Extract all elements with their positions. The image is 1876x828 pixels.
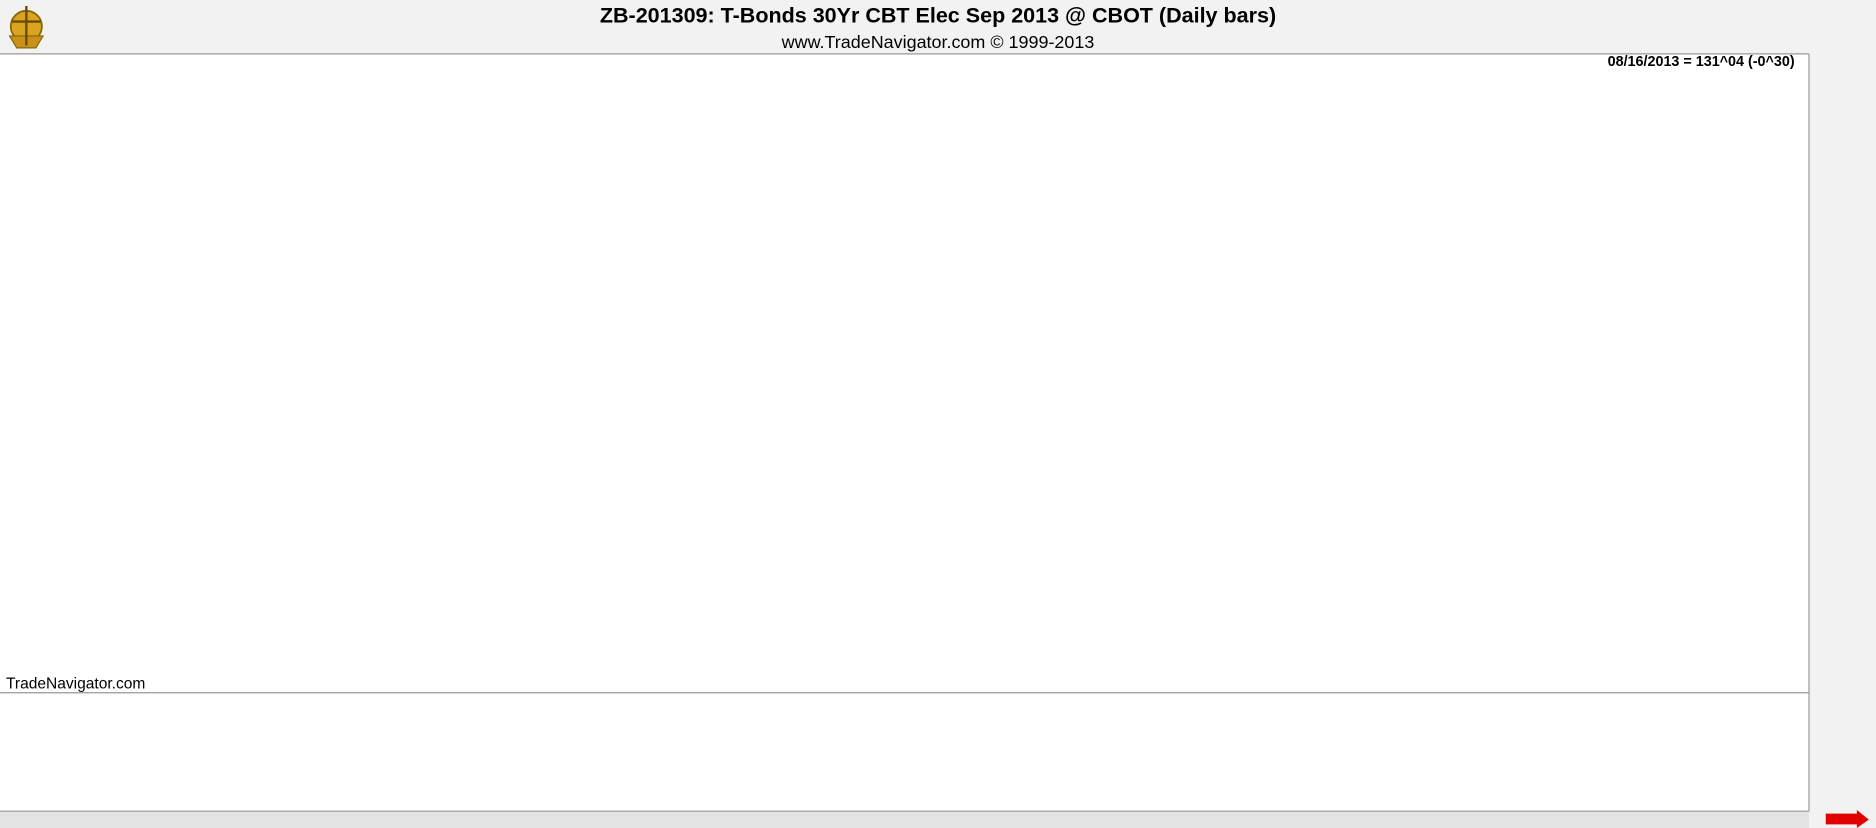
right-axis-band (1809, 53, 1876, 828)
chart-title: ZB-201309: T-Bonds 30Yr CBT Elec Sep 201… (600, 3, 1276, 27)
logo (8, 6, 45, 49)
watermark: TradeNavigator.com (6, 676, 145, 693)
chart-subtitle: www.TradeNavigator.com © 1999-2013 (781, 32, 1095, 52)
title-band (0, 0, 1876, 54)
date-axis-band (0, 811, 1809, 828)
quote: 08/16/2013 = 131^04 (-0^30) (1608, 54, 1795, 70)
scroll-arrow[interactable] (1825, 810, 1869, 828)
